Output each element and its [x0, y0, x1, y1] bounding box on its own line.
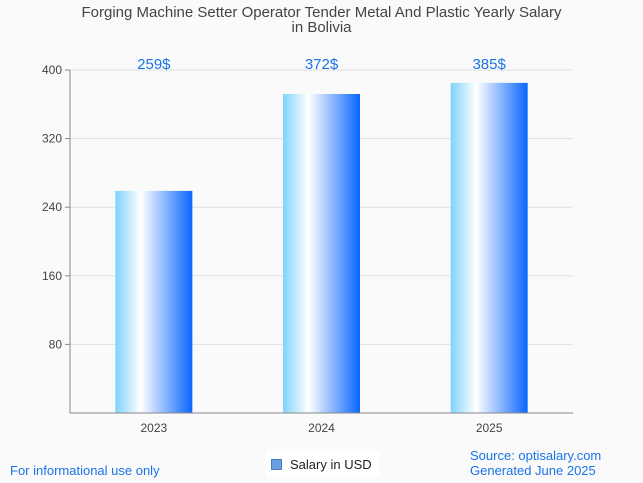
- footer-disclaimer: For informational use only: [10, 463, 160, 478]
- x-tick-label: 2023: [140, 421, 167, 435]
- x-tick-label: 2025: [476, 421, 503, 435]
- data-label: 385$: [472, 56, 506, 73]
- y-tick-label: 320: [42, 132, 62, 146]
- bar: [115, 190, 193, 413]
- chart-title-line-2: in Bolivia: [291, 19, 352, 36]
- bar: [283, 94, 360, 413]
- y-tick-label: 400: [42, 63, 62, 77]
- footer-generated: Generated June 2025: [470, 463, 596, 478]
- footer-source: Source: optisalary.com: [470, 448, 602, 463]
- y-tick-label: 240: [42, 200, 62, 214]
- legend-swatch-icon: [271, 458, 282, 470]
- x-tick-label: 2024: [308, 421, 335, 435]
- legend-label: Salary in USD: [290, 456, 372, 472]
- chart-title-line-1: Forging Machine Setter Operator Tender M…: [81, 4, 562, 21]
- y-tick-label: 80: [49, 337, 63, 351]
- bar: [450, 82, 528, 414]
- y-tick-label: 160: [42, 269, 62, 283]
- data-label: 372$: [305, 56, 339, 73]
- data-label: 259$: [137, 56, 171, 73]
- legend: Salary in USD: [266, 451, 379, 477]
